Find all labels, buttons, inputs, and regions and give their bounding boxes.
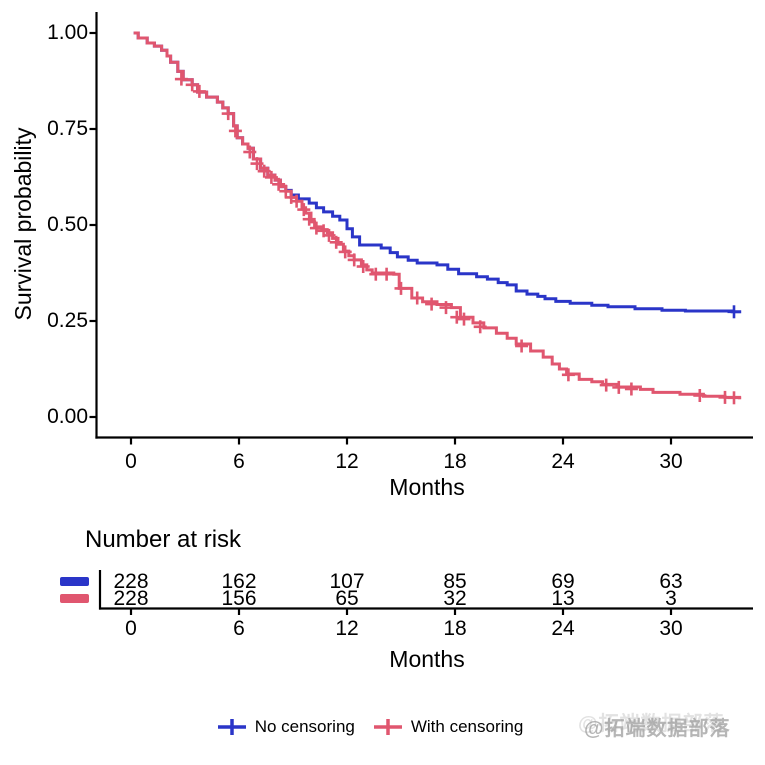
x-tick-label: 18 — [443, 450, 467, 473]
risk-count: 228 — [113, 570, 149, 593]
legend-entry-no-censoring: No censoring — [217, 716, 355, 738]
x-tick-label: 0 — [125, 450, 137, 473]
risk-count: 3 — [665, 587, 677, 610]
legend: No censoring With censoring — [190, 712, 550, 742]
risk-count: 32 — [443, 587, 467, 610]
risk-count: 156 — [221, 587, 257, 610]
risk-table-title: Number at risk — [85, 526, 242, 553]
x-axis-title: Months — [389, 474, 465, 500]
risk-tick-label: 0 — [125, 617, 137, 640]
risk-count: 63 — [659, 570, 683, 593]
risk-tick-label: 24 — [551, 617, 575, 640]
risk-count: 13 — [551, 587, 575, 610]
risk-table-x-axis-title: Months — [389, 646, 465, 672]
x-tick-label: 12 — [335, 450, 359, 473]
risk-tick-label: 30 — [659, 617, 683, 640]
censor-plus-icon — [217, 719, 246, 735]
risk-tick-label: 18 — [443, 617, 467, 640]
legend-label: With censoring — [410, 717, 524, 736]
x-tick-label: 30 — [659, 450, 683, 473]
watermark: @拓端数据部落 — [584, 718, 731, 740]
risk-count: 162 — [221, 570, 257, 593]
y-tick-label: 0.25 — [47, 309, 88, 332]
risk-count: 69 — [551, 570, 575, 593]
risk-tick-label: 6 — [233, 617, 245, 640]
y-tick-label: 1.00 — [47, 21, 88, 44]
risk-row-swatch — [60, 577, 89, 586]
risk-count: 107 — [329, 570, 365, 593]
x-tick-label: 6 — [233, 450, 245, 473]
y-tick-label: 0.00 — [47, 405, 88, 428]
risk-row-swatch — [60, 594, 89, 603]
x-tick-label: 24 — [551, 450, 575, 473]
legend-entry-with-censoring: With censoring — [373, 716, 523, 738]
risk-count: 65 — [335, 587, 359, 610]
y-tick-label: 0.75 — [47, 117, 88, 140]
risk-count: 85 — [443, 570, 467, 593]
legend-label: No censoring — [254, 717, 355, 736]
censor-plus-icon — [373, 719, 402, 735]
risk-count: 228 — [113, 587, 149, 610]
risk-tick-label: 12 — [335, 617, 359, 640]
y-tick-label: 0.50 — [47, 213, 88, 236]
